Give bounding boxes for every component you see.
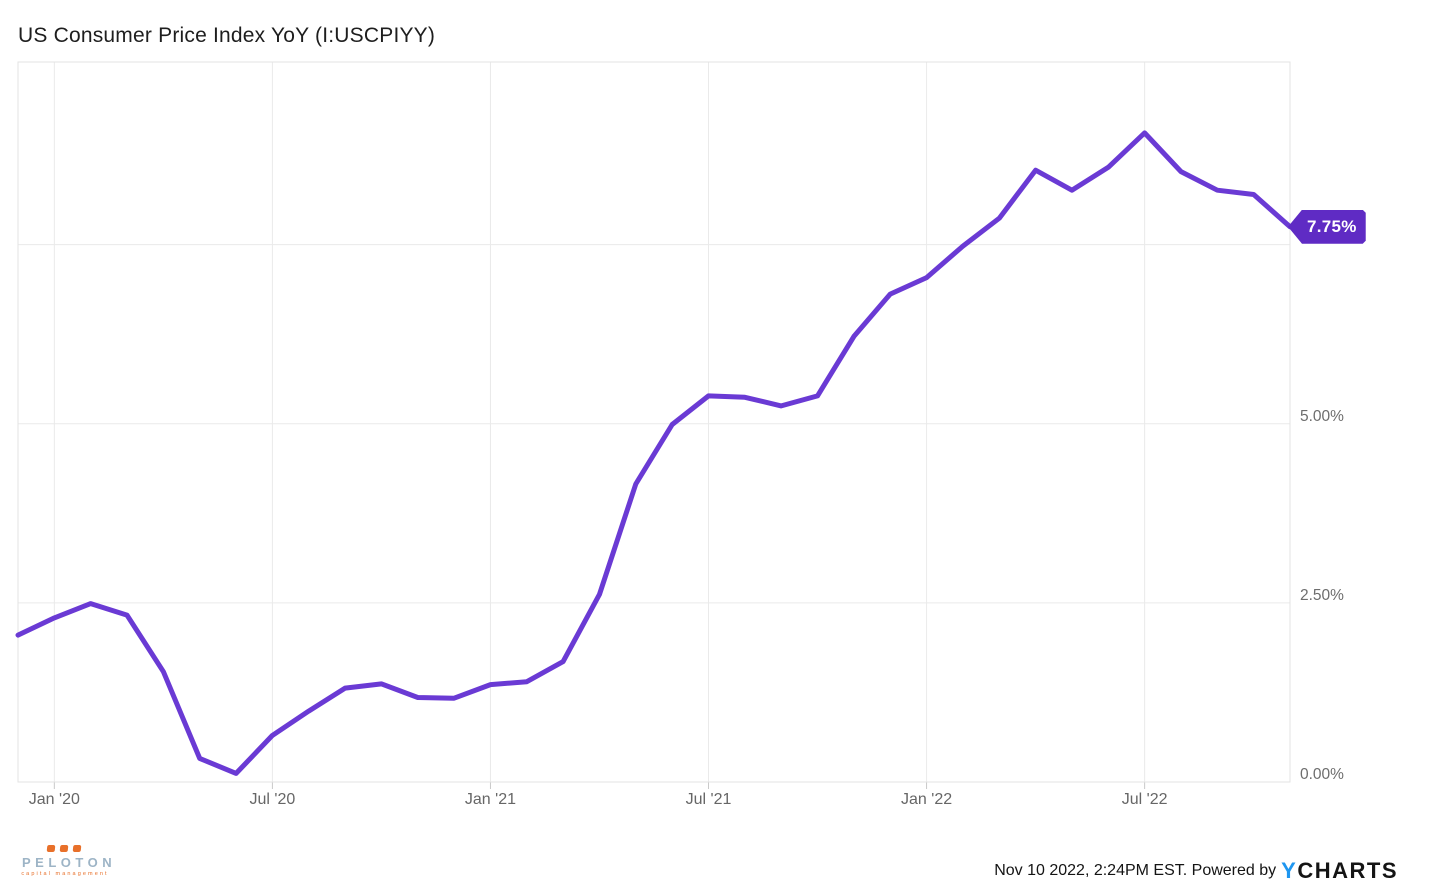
x-axis-label: Jul '21 — [685, 791, 732, 808]
peloton-square-icon — [46, 845, 56, 852]
last-value-badge: 7.75% — [1288, 210, 1366, 244]
x-axis-label: Jul '20 — [249, 791, 296, 808]
peloton-square-icon — [72, 845, 82, 852]
plot-border — [17, 61, 1291, 783]
ycharts-logo-charts: CHARTS — [1297, 858, 1398, 883]
peloton-logo-subtitle: capital management — [21, 871, 109, 877]
y-axis-label: 0.00% — [1300, 766, 1344, 783]
peloton-square-icon — [59, 845, 69, 852]
ycharts-logo[interactable]: YCHARTS — [1281, 858, 1398, 884]
attribution: Nov 10 2022, 2:24PM EST. Powered by YCHA… — [994, 858, 1398, 884]
x-axis-label: Jan '20 — [28, 791, 80, 808]
last-value-badge-label: 7.75% — [1307, 216, 1357, 236]
peloton-logo: PELOTON capital management — [18, 845, 117, 877]
peloton-logo-name: PELOTON — [22, 855, 117, 870]
chart-title: US Consumer Price Index YoY (I:USCPIYY) — [18, 24, 436, 47]
timestamp-text: Nov 10 2022, 2:24PM EST. Powered by — [994, 862, 1277, 879]
cpi-yoy-series-line[interactable] — [15, 130, 1293, 776]
y-axis-label: 5.00% — [1300, 407, 1344, 425]
x-axis-label: Jan '22 — [901, 791, 953, 808]
x-axis-label: Jul '22 — [1121, 791, 1168, 808]
y-axis-label: 2.50% — [1300, 586, 1344, 604]
x-axis-label: Jan '21 — [464, 791, 516, 808]
ycharts-logo-y: Y — [1281, 858, 1298, 883]
peloton-logo-squares — [18, 845, 110, 852]
